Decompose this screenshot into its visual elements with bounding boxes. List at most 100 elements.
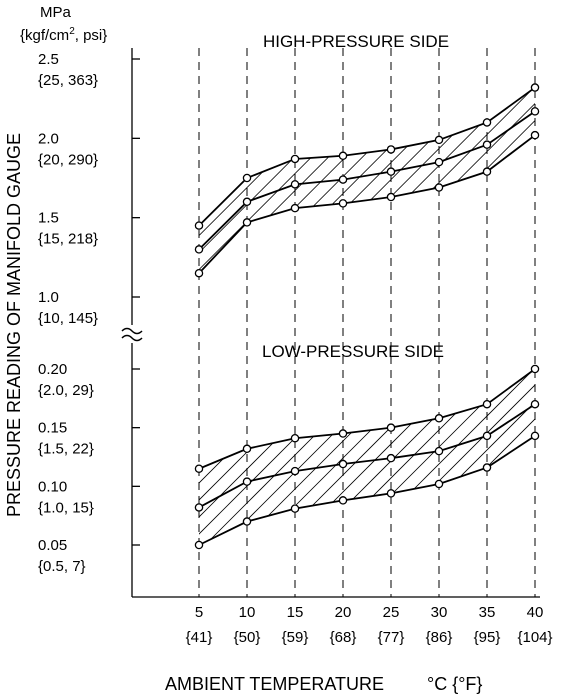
x-tick-label: 5 [195,604,203,621]
data-point [530,83,540,92]
hatch-line [199,87,251,274]
y-tick-alt-label: {25, 363} [38,72,98,89]
x-axis-unit: °C {°F} [427,674,482,694]
hatch-line [199,369,268,545]
hatch-line [462,87,535,274]
x-tick-label: 25 [383,604,400,621]
series-line [198,134,536,274]
data-point [290,180,300,189]
data-point [434,446,444,456]
data-point [530,364,540,374]
data-point [482,431,492,441]
data-point [194,540,204,550]
data-point [434,183,444,192]
high-pressure-series [194,83,540,278]
data-point [530,399,540,409]
data-point [194,464,204,473]
series-line [198,403,536,509]
y-tick-label: 2.0 [38,130,59,147]
axis-break-mark [121,334,143,342]
data-point [338,496,348,505]
hatch-line [445,87,535,274]
hatch-line [318,369,506,545]
y-tick-label: 0.10 [38,478,67,495]
data-point [242,218,252,227]
x-tick-label: 20 [335,604,352,621]
y-tick-alt-label: {15, 218} [38,231,98,248]
data-point [482,463,492,472]
x-tick-alt-label: {68} [330,629,357,646]
hatch-line [505,369,535,545]
low-pressure-label: LOW-PRESSURE SIDE [262,342,444,361]
y-tick-label: 2.5 [38,51,59,68]
x-tick-alt-label: {59} [282,629,309,646]
y-tick-alt-label: {2.0, 29} [38,382,94,399]
data-point [338,429,348,438]
data-point [290,203,300,213]
series-line [198,86,536,227]
data-point [434,157,444,167]
hatch-line [199,87,200,274]
y-tick-alt-label: {1.0, 15} [38,499,94,516]
data-point [242,173,252,183]
x-tick-alt-label: {104} [517,629,552,646]
low-pressure-series [194,364,540,550]
series-line [198,368,536,470]
hatch-line [540,364,572,550]
hatch-line [267,369,455,545]
y-tick-label: 1.0 [38,289,59,306]
data-point [482,140,492,149]
hatch-line [335,369,523,545]
data-point [530,130,540,140]
hatch-line [411,87,535,274]
data-point [386,145,396,154]
hatch-line [199,369,370,545]
y-tick-label: 0.20 [38,361,67,378]
data-point [338,175,348,184]
axis-break-mark [121,327,143,335]
y-tick-alt-label: {10, 145} [38,310,98,327]
data-point [338,151,348,161]
data-point [290,433,300,443]
hatch-line [199,87,234,274]
data-point [482,118,492,127]
data-point [194,268,204,278]
x-tick-alt-label: {86} [426,629,453,646]
data-point [530,107,540,116]
x-axis-title: AMBIENT TEMPERATURE [165,674,384,694]
data-point [386,453,396,463]
hatch-line [199,369,353,545]
x-tick-label: 30 [431,604,448,621]
data-point [290,504,300,513]
low-pressure-hatch [199,364,572,550]
y-unit-mpa: MPa [40,4,72,21]
hatch-line [522,369,535,545]
x-tick-label: 40 [527,604,544,621]
hatch-line [284,369,472,545]
vertical-gridlines [198,48,536,597]
data-point [290,154,300,164]
y-tick-alt-label: {0.5, 7} [38,558,86,575]
hatch-line [377,87,535,274]
data-point [482,399,492,409]
x-tick-alt-label: {50} [234,629,261,646]
data-point [194,221,204,230]
hatch-line [199,87,268,274]
data-point [386,167,396,176]
axes [121,48,540,598]
hatch-line [199,87,217,274]
hatch-line [454,369,535,545]
data-point [242,444,252,454]
data-point [530,431,540,441]
y-unit-alt: {kgf/cm2, psi} [20,26,107,44]
y-tick-label: 0.05 [38,537,67,554]
y-tick-alt-label: {1.5, 22} [38,441,94,458]
data-point [242,517,252,526]
x-tick-label: 10 [239,604,256,621]
hatch-line [352,369,535,545]
y-tick-label: 1.5 [38,210,59,227]
hatch-line [547,83,572,279]
x-tick-alt-label: {41} [186,629,213,646]
data-point [242,197,252,207]
